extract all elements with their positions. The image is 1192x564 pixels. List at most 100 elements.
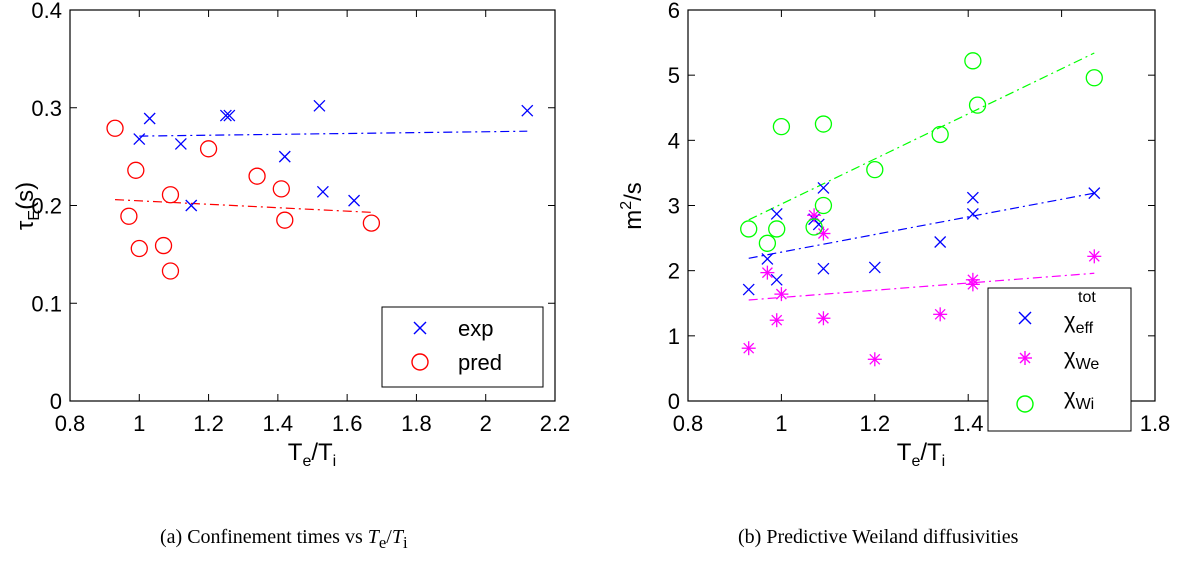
chart-b-legend-wi-label: χWi: [1064, 384, 1094, 413]
chart-a-point-s1: [161, 262, 180, 280]
chart-a-point-s1: [106, 119, 124, 137]
chart-a-point-s1: [130, 239, 148, 258]
chart-b-point-s0: [868, 261, 881, 274]
chart-a-point-s1: [272, 180, 290, 198]
chart-b-legend-we-label: χWe: [1064, 344, 1099, 373]
caption-a-sub-e: e: [378, 533, 387, 552]
chart-a-fit-lines: [115, 130, 528, 213]
chart-b-point-s0: [966, 208, 979, 220]
chart-a-xtick-label: 1.4: [263, 411, 294, 436]
chart-a-xtick-label: 2: [480, 411, 492, 436]
chart-b-xtick-label: 1: [775, 411, 787, 436]
chart-b-point-s1: [774, 287, 789, 302]
chart-a-point-s1: [154, 236, 173, 255]
chart-b-point-s2: [968, 96, 987, 114]
chart-b-legend-wi-icon: [1016, 395, 1034, 413]
chart-b-xlabel-slash: /T: [920, 439, 942, 466]
chart-a-xtick-label: 1.6: [332, 411, 363, 436]
chart-b-legend-we-base: χ: [1064, 344, 1076, 369]
chart-a: 0.8 1 1.2 1.4 1.6 1.8 2 2.200.10.20.30.4 τE(s) …: [12, 0, 570, 470]
chart-b-ytick-label: 6: [668, 0, 680, 23]
chart-b-point-s0: [817, 181, 830, 194]
chart-a-ticks: 0.8 1 1.2 1.4 1.6 1.8 2 2.2 0 0.1 0.2 0.3 0.4: [31, 0, 570, 436]
chart-b-point-s0: [761, 252, 774, 265]
chart-a-xlabel-slash: /T: [311, 439, 333, 466]
chart-b-point-s2: [814, 115, 833, 133]
chart-b-legend-box: [987, 287, 1132, 432]
chart-b-point-s1: [965, 277, 980, 292]
chart-b-point-s0: [934, 236, 947, 248]
chart-a-point-s0: [174, 137, 187, 150]
chart-b-xlabel: Te/Ti: [897, 439, 945, 470]
chart-a-point-s1: [199, 140, 218, 158]
chart-a-legend-exp-icon: [413, 321, 427, 335]
caption-a-sub-i: i: [402, 533, 408, 552]
chart-b-point-s0: [770, 273, 783, 286]
chart-b-ytick-label: 4: [668, 128, 680, 153]
chart-a-point-s1: [276, 211, 294, 229]
chart-a-ytick-label: 0: [50, 389, 62, 414]
chart-b-point-s2: [1085, 69, 1103, 87]
chart-a-fit-line-1: [115, 199, 372, 213]
caption-a-math-ti: T: [391, 526, 403, 548]
chart-a-ylabel-base: τ: [12, 220, 39, 230]
caption-b: (b) Predictive Weiland diffusivities: [738, 526, 1018, 549]
chart-b-point-s1: [816, 311, 831, 326]
chart-b-point-s2: [814, 196, 833, 215]
chart-b-point-s0: [770, 208, 783, 220]
chart-b-point-s2: [805, 218, 823, 236]
chart-b-point-s1: [741, 341, 756, 356]
chart-b-ylabel: m2/s: [618, 182, 647, 230]
chart-a-xtick-label: 1.8: [401, 411, 432, 436]
chart-b-ylabel-sup: 2: [618, 201, 635, 210]
chart-b-xtick-label: 1.2: [860, 411, 891, 436]
chart-b-point-s1: [760, 265, 775, 280]
chart-b-fit-line-1: [748, 272, 1095, 301]
chart-b-xtick-label: 1.8: [1140, 411, 1171, 436]
chart-b-point-s1: [867, 352, 882, 367]
chart-a-ylabel-rest: (s): [12, 182, 39, 210]
chart-b-point-s2: [866, 161, 884, 179]
chart-b-legend-wi-sub: Wi: [1076, 396, 1095, 413]
chart-a-legend-exp-label: exp: [458, 316, 493, 341]
chart-b-point-s2: [931, 125, 949, 144]
chart-b-point-s1: [807, 208, 822, 223]
chart-b-legend-eff-icon: [1018, 311, 1032, 325]
caption-a-slash: /: [386, 526, 392, 548]
chart-a-xlabel-sub2: i: [333, 453, 337, 470]
chart-b-point-s1: [769, 313, 784, 328]
chart-b-legend: χeff tot χWe χWi: [987, 287, 1132, 432]
chart-a-ylabel-sub: E: [26, 210, 43, 221]
chart-a-legend-pred-label: pred: [458, 350, 502, 375]
chart-a-points: [106, 99, 534, 280]
chart-a-ytick-label: 0.2: [31, 194, 62, 219]
chart-b-legend-we-icon: [1018, 351, 1032, 365]
chart-b-fit-line-2: [748, 52, 1095, 221]
chart-a-fit-line-0: [139, 130, 528, 137]
chart-b-legend-eff-base: χ: [1064, 308, 1076, 333]
chart-b-ytick-label: 5: [668, 63, 680, 88]
chart-b-point-s0: [1088, 187, 1101, 200]
chart-b-fit-line-0: [748, 192, 1095, 259]
chart-a-point-s0: [219, 109, 232, 122]
caption-a: (a) Confinement times vs Te/Ti: [160, 526, 408, 553]
chart-a-point-s1: [120, 207, 138, 225]
chart-a-ylabel: τE(s): [12, 182, 43, 230]
chart-b-point-s2: [768, 220, 786, 238]
chart-a-xlabel-sub1: e: [302, 453, 311, 470]
chart-b-point-s2: [964, 52, 982, 70]
chart-b-ytick-label: 1: [668, 324, 680, 349]
chart-a-point-s0: [313, 99, 326, 112]
chart-b-legend-wi-base: χ: [1064, 384, 1076, 409]
chart-b-point-s0: [742, 283, 755, 296]
chart-b-ytick-label: 0: [668, 389, 680, 414]
chart-a-point-s1: [248, 167, 266, 185]
chart-a-legend-pred-icon: [411, 353, 429, 371]
chart-a-xlabel-base: T: [288, 439, 303, 466]
chart-b-point-s0: [817, 262, 830, 275]
chart-b-xlabel-sub2: i: [942, 453, 946, 470]
chart-a-ytick-label: 0.4: [31, 0, 62, 23]
chart-a-point-s0: [316, 185, 329, 198]
